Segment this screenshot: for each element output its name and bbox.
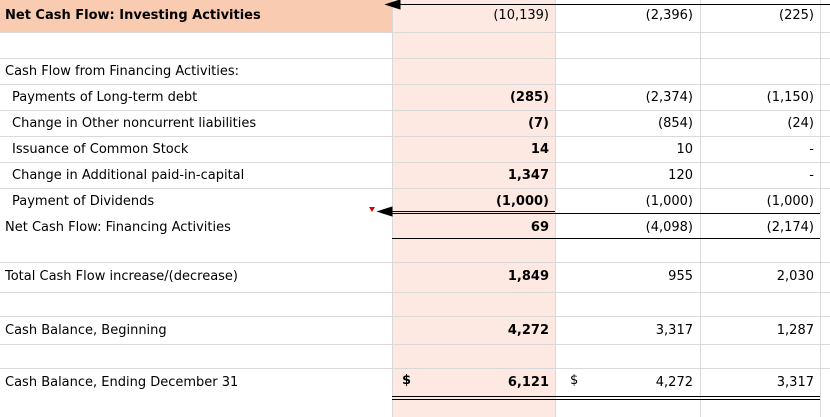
cell-value: 3,317 <box>776 375 814 390</box>
cell-value: 120 <box>668 168 693 183</box>
cell-value: 3,317 <box>655 323 693 338</box>
currency-symbol: $ <box>402 373 412 388</box>
cell-value: (2,396) <box>645 8 693 23</box>
row-label: Payment of Dividends <box>12 194 155 209</box>
cell-value: 1,287 <box>776 323 814 338</box>
row-label: Change in Other noncurrent liabilities <box>12 116 257 131</box>
cell-value: 4,272 <box>655 375 693 390</box>
cell-value: (1,000) <box>766 194 814 209</box>
cell-value: - <box>809 168 814 183</box>
row-label: Total Cash Flow increase/(decrease) <box>5 269 238 284</box>
row-label: Net Cash Flow: Investing Activities <box>5 8 261 23</box>
cell-value: (854) <box>658 116 693 131</box>
cell-value: 6,121 <box>507 375 549 390</box>
row-label: Payments of Long-term debt <box>12 90 198 105</box>
cell-value: (2,374) <box>645 90 693 105</box>
cell-value: 14 <box>530 142 549 157</box>
cell-value: (1,150) <box>766 90 814 105</box>
cell-value: 2,030 <box>776 269 814 284</box>
cell-value: 1,849 <box>507 269 549 284</box>
highlight-column <box>392 0 555 417</box>
row-label: Issuance of Common Stock <box>12 142 189 157</box>
cell-value: (1,000) <box>495 194 549 209</box>
highlight-cell <box>0 0 392 32</box>
cell-value: (10,139) <box>493 8 549 23</box>
cell-value: (285) <box>509 90 549 105</box>
cell-value: 10 <box>676 142 693 157</box>
cell-value: (24) <box>787 116 814 131</box>
cell-value: (225) <box>779 8 814 23</box>
cell-value: 69 <box>530 220 549 235</box>
cell-value: (4,098) <box>645 220 693 235</box>
cell-value: (7) <box>528 116 549 131</box>
currency-symbol: $ <box>570 373 579 388</box>
cell-value: (1,000) <box>645 194 693 209</box>
row-label: Cash Balance, Ending December 31 <box>5 375 239 390</box>
cell-value: 955 <box>668 269 693 284</box>
row-label: Cash Balance, Beginning <box>5 323 167 338</box>
cell-value: 4,272 <box>507 323 549 338</box>
row-label: Net Cash Flow: Financing Activities <box>5 220 231 235</box>
cell-value: 1,347 <box>507 168 549 183</box>
cell-value: (2,174) <box>766 220 814 235</box>
section-heading: Cash Flow from Financing Activities: <box>5 64 240 79</box>
row-label: Change in Additional paid-in-capital <box>12 168 245 183</box>
cell-value: - <box>809 142 814 157</box>
